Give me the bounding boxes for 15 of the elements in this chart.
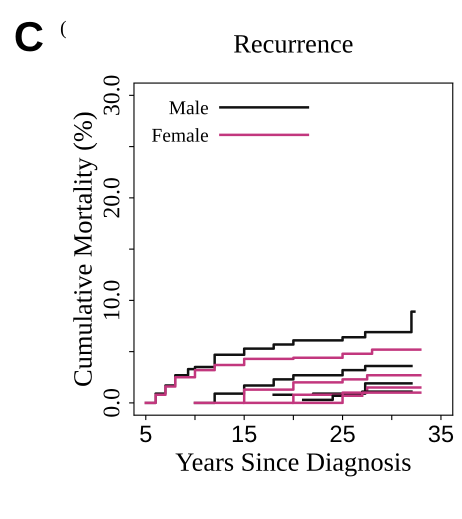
chart-title: Recurrence bbox=[234, 35, 353, 53]
text: ( bbox=[60, 20, 66, 38]
x-tick-label: 35 bbox=[428, 426, 454, 442]
y-tick-label: 10.0 bbox=[104, 280, 120, 319]
x-tick-label: 5 bbox=[140, 426, 152, 442]
y-tick-label: 0.0 bbox=[104, 389, 120, 417]
text: C bbox=[16, 22, 43, 52]
y-tick-label: 20.0 bbox=[104, 178, 120, 218]
y-tick-label: 30.0 bbox=[104, 76, 120, 115]
x-tick-label: 25 bbox=[330, 426, 355, 442]
y-axis-title: Cumulative Mortality (%) bbox=[73, 112, 98, 386]
x-tick-label: 15 bbox=[232, 426, 256, 442]
x-axis-title: Years Since Diagnosis bbox=[176, 453, 411, 476]
legend-label: Female bbox=[152, 128, 208, 142]
legend-label: Male bbox=[169, 100, 208, 114]
